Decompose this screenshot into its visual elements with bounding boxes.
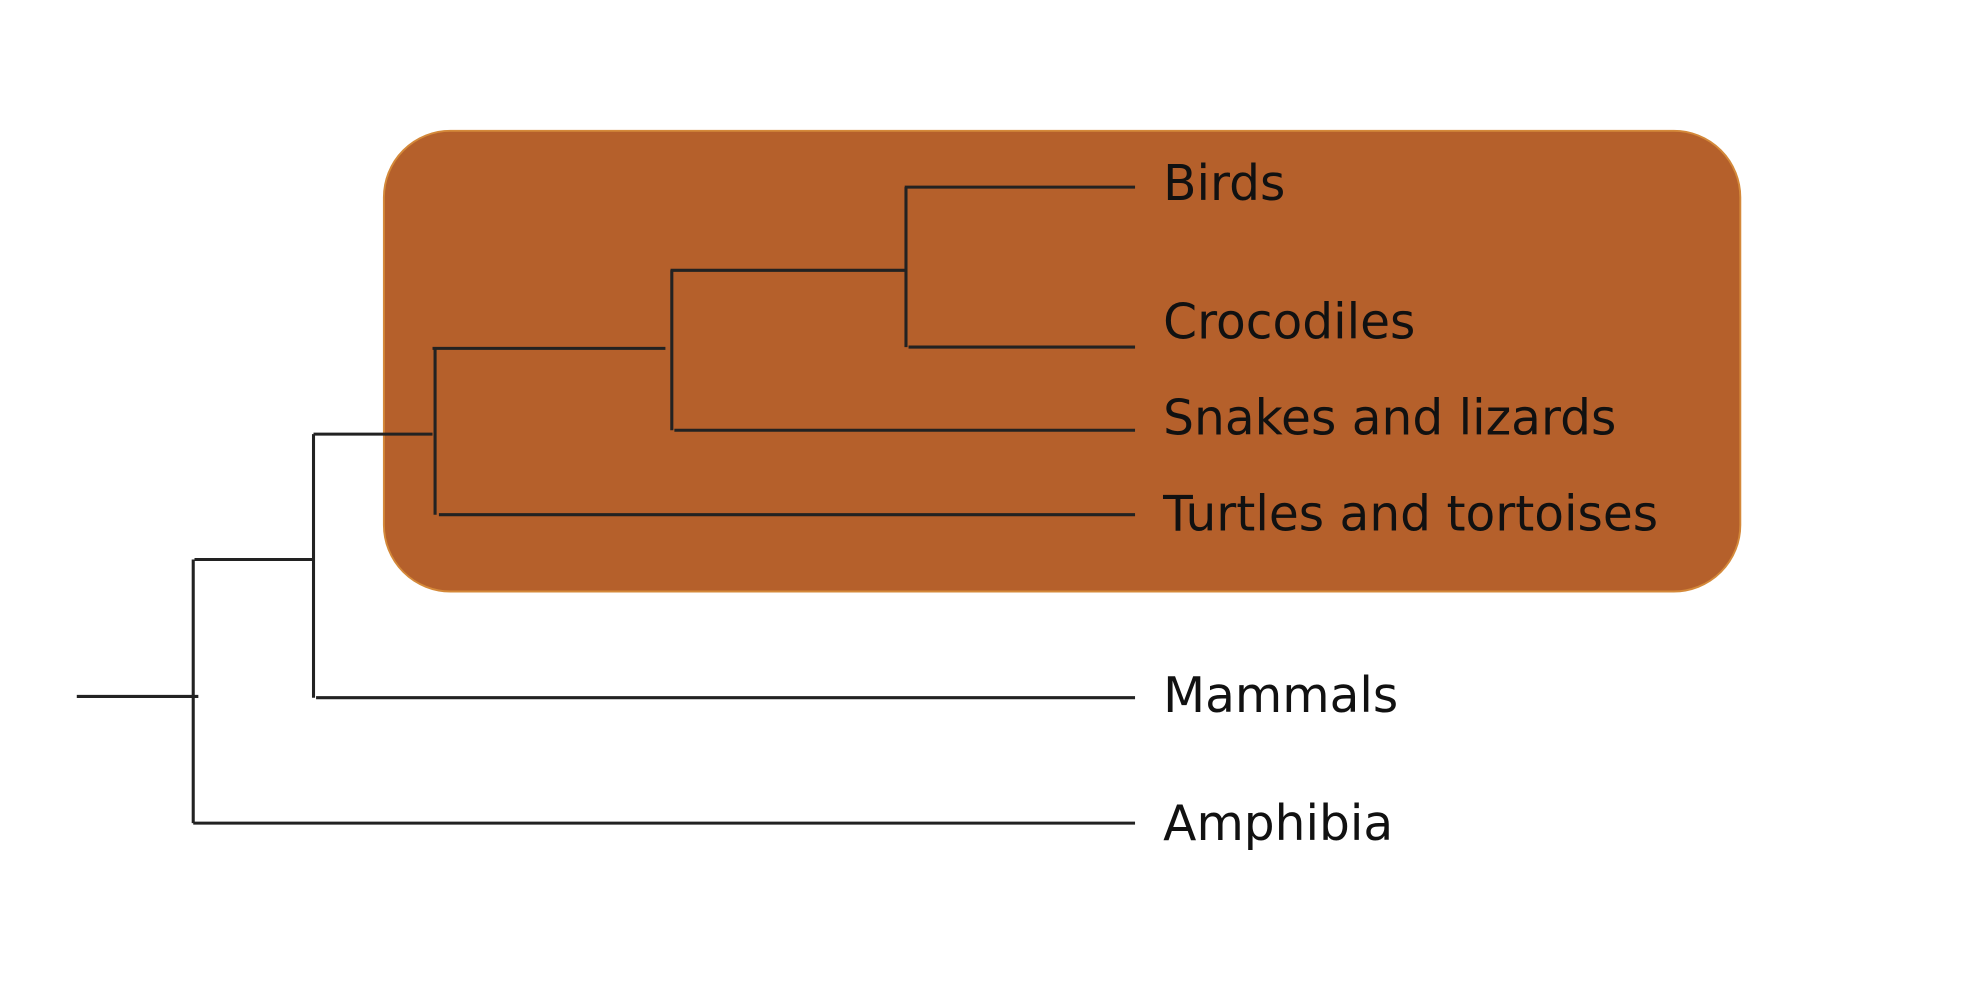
taxon-label: Birds <box>1163 156 1285 212</box>
taxon-label: Mammals <box>1163 668 1398 724</box>
taxon-label: Turtles and tortoises <box>1162 486 1658 542</box>
taxon-label: Amphibia <box>1163 796 1393 852</box>
branch <box>432 346 1136 517</box>
branch <box>311 432 1136 700</box>
branch <box>191 557 1136 825</box>
taxon-label: Snakes and lizards <box>1163 390 1616 446</box>
taxon-label: Crocodiles <box>1163 294 1415 350</box>
branch <box>670 268 1136 432</box>
reptile-clade-highlight <box>382 129 1742 593</box>
branch <box>904 185 1136 349</box>
branches <box>76 185 1136 825</box>
